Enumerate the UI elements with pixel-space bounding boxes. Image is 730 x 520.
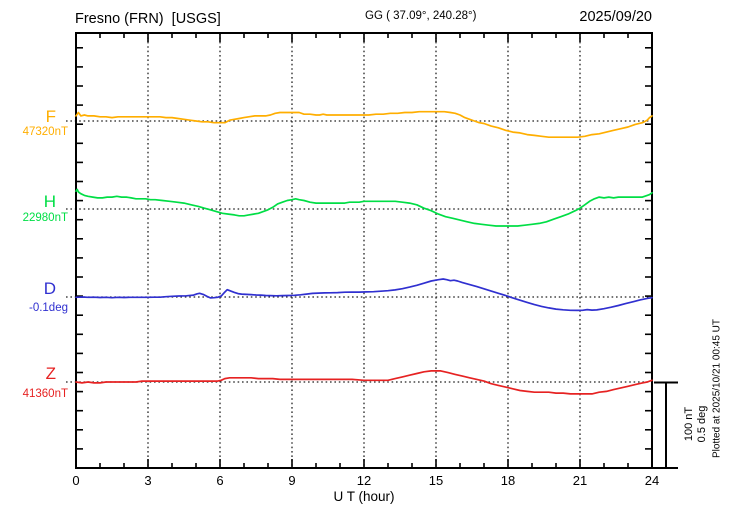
x-tick-label-9: 9 xyxy=(288,473,296,488)
channel-baseline-value-z: 41360nT xyxy=(22,388,68,400)
trace-F xyxy=(75,110,653,139)
plot-frame xyxy=(75,32,653,469)
plot-date: 2025/09/20 xyxy=(579,9,652,25)
channel-label-h: H xyxy=(43,192,56,211)
plotted-at-note: Plotted at 2025/10/21 00:45 UT xyxy=(711,319,723,458)
channel-baseline-value-d: -0.1deg xyxy=(28,302,68,314)
x-tick-label-24: 24 xyxy=(644,473,660,488)
x-tick-label-18: 18 xyxy=(500,473,516,488)
trace-D xyxy=(75,278,653,312)
station-title: Fresno (FRN) [USGS] xyxy=(75,11,221,27)
x-tick-label-15: 15 xyxy=(428,473,444,488)
trace-H xyxy=(75,188,653,227)
scale-bar-deg-label: 0.5 deg xyxy=(696,405,708,443)
x-axis-title: U T (hour) xyxy=(333,489,395,504)
geographic-coordinates: GG ( 37.09°, 240.28°) xyxy=(365,10,477,22)
trace-Z xyxy=(75,370,653,395)
channel-label-z: Z xyxy=(45,364,56,383)
x-tick-label-21: 21 xyxy=(572,473,588,488)
channel-label-f: F xyxy=(45,107,56,126)
x-tick-label-12: 12 xyxy=(356,473,372,488)
x-tick-label-6: 6 xyxy=(216,473,224,488)
channel-label-d: D xyxy=(43,279,56,298)
x-tick-label-3: 3 xyxy=(144,473,152,488)
scale-bar-label: 100 nT 0.5 deg xyxy=(683,384,709,464)
channel-baseline-value-h: 22980nT xyxy=(22,212,68,224)
channel-baseline-value-f: 47320nT xyxy=(22,126,68,138)
scale-bar-nt-label: 100 nT xyxy=(683,406,695,442)
x-tick-label-0: 0 xyxy=(72,473,80,488)
